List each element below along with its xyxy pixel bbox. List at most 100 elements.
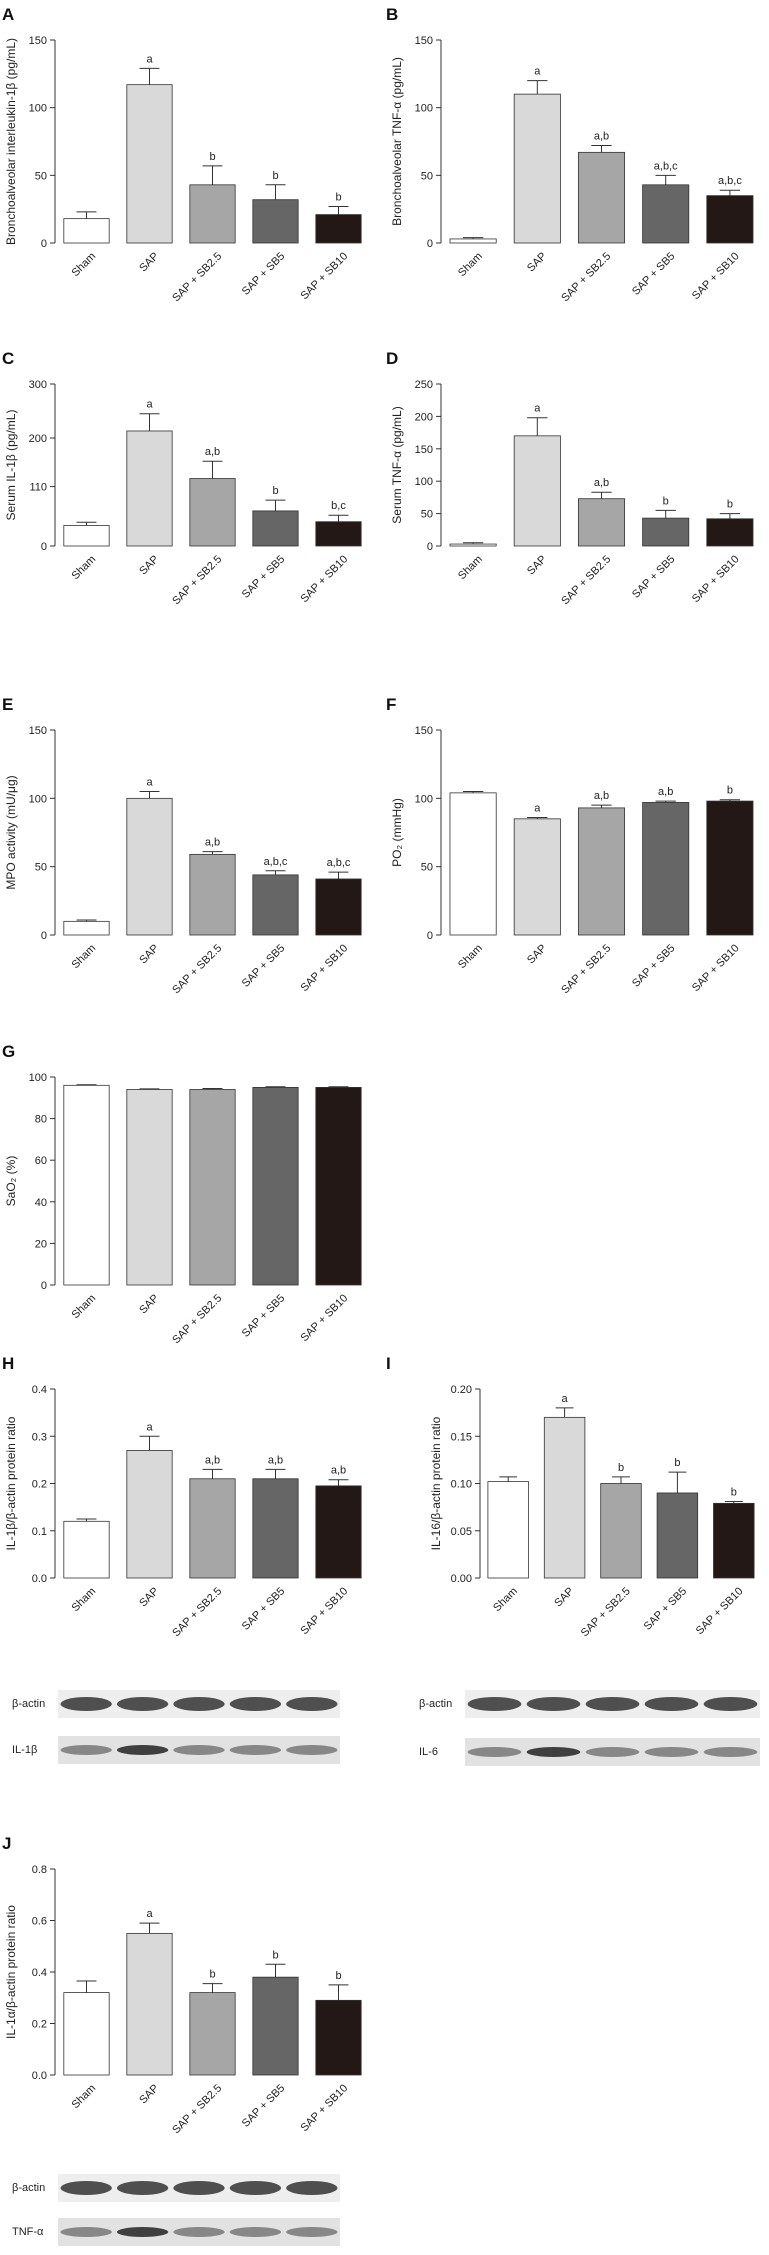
- blot-label: β-actin: [12, 1698, 45, 1710]
- blot-band: [644, 1747, 699, 1757]
- y-tick-label: 100: [415, 476, 433, 488]
- significance-label: b: [727, 785, 733, 797]
- significance-label: a: [534, 802, 541, 814]
- y-tick-label: 0: [41, 238, 47, 250]
- panel-letter: E: [2, 695, 13, 714]
- significance-label: a,b: [331, 1465, 346, 1477]
- blot-label: β-actin: [419, 1698, 452, 1710]
- x-tick-label: Sham: [491, 1585, 520, 1614]
- significance-label: a: [562, 1393, 569, 1405]
- y-tick-label: 0.6: [32, 1916, 47, 1928]
- y-tick-label: 200: [415, 411, 433, 423]
- y-tick-label: 0.05: [451, 1526, 472, 1538]
- bar: [315, 521, 362, 547]
- x-tick-label: SAP: [137, 2082, 161, 2106]
- y-tick-label: 0.15: [451, 1431, 472, 1443]
- blot-band: [229, 2181, 282, 2195]
- y-tick-label: 0.8: [32, 1864, 47, 1876]
- x-tick-label: SAP + SB10: [694, 1585, 746, 1637]
- significance-label: a,b: [268, 1454, 283, 1466]
- panel-letter: H: [2, 1354, 14, 1373]
- y-tick-label: 0.20: [451, 1384, 472, 1396]
- x-tick-label: SAP + SB10: [298, 942, 350, 994]
- significance-label: b: [335, 191, 341, 203]
- blot-band: [585, 1697, 640, 1711]
- blot-band: [286, 2227, 338, 2237]
- x-tick-label: Sham: [456, 250, 485, 279]
- x-tick-label: SAP + SB5: [630, 553, 677, 600]
- panel-chart: H IL-1β/β-actin protein ratio 0.0 0.1 0.2 0.3…: [2, 1354, 362, 1764]
- x-tick-label: SAP + SB2.5: [559, 942, 613, 996]
- blot-band: [229, 1697, 282, 1711]
- bar: [126, 84, 173, 244]
- bar: [713, 1502, 755, 1579]
- panel-chart: B Bronchoalveolar TNF-α (pg/mL) 0 50 100 150 S…: [386, 5, 754, 304]
- y-tick-label: 0.4: [32, 1384, 47, 1396]
- significance-label: a: [146, 777, 153, 789]
- y-tick-label: 60: [35, 1155, 47, 1167]
- panel-chart: D Serum TNF-α (pg/mL) 0 50 100 150 200 250 Sham a…: [386, 349, 754, 607]
- significance-label: b: [272, 170, 278, 182]
- bar: [63, 1084, 110, 1286]
- blot-band: [60, 1697, 112, 1711]
- x-tick-label: SAP + SB10: [690, 250, 742, 302]
- panel-chart: F PO₂ (mmHg) 0 50 100 150 Sham a SAP a,b SAP + SB2…: [386, 695, 754, 996]
- bar: [126, 1450, 173, 1579]
- y-tick-label: 110: [29, 482, 47, 494]
- blot-band: [703, 1697, 758, 1711]
- bar: [513, 818, 561, 936]
- x-tick-label: SAP + SB2.5: [170, 250, 224, 304]
- y-tick-label: 100: [415, 793, 433, 805]
- significance-label: b: [727, 499, 733, 511]
- significance-label: b: [272, 1949, 278, 1961]
- panel-letter: G: [2, 1042, 15, 1061]
- blot-band: [173, 2227, 225, 2237]
- y-tick-label: 50: [35, 862, 47, 874]
- significance-label: a,b: [594, 131, 609, 143]
- y-tick-label: 0.2: [32, 2019, 47, 2031]
- blot-band: [173, 1745, 225, 1755]
- x-tick-label: SAP + SB2.5: [559, 553, 613, 607]
- bar: [252, 510, 299, 547]
- bar: [577, 151, 626, 244]
- blot-band: [585, 1747, 640, 1757]
- bar: [189, 184, 236, 244]
- x-tick-label: SAP + SB10: [298, 250, 350, 302]
- x-tick-label: SAP + SB10: [298, 553, 350, 605]
- x-tick-label: Sham: [456, 942, 485, 971]
- significance-label: a,b,c: [264, 856, 288, 868]
- y-tick-label: 0.0: [32, 2070, 47, 2082]
- x-tick-label: SAP + SB5: [642, 1585, 689, 1632]
- y-axis-label: MPO activity (mU/μg): [4, 775, 18, 889]
- significance-label: a: [534, 66, 541, 78]
- bar: [577, 498, 626, 547]
- significance-label: a: [146, 1908, 153, 1920]
- blot-band: [173, 2181, 225, 2195]
- x-tick-label: SAP + SB2.5: [559, 250, 613, 304]
- significance-label: b: [335, 1970, 341, 1982]
- x-tick-label: SAP + SB10: [690, 942, 742, 994]
- significance-label: a,b: [594, 477, 609, 489]
- y-tick-label: 0: [41, 1280, 47, 1292]
- y-axis-label: Bronchoalveolar TNF-α (pg/mL): [390, 57, 404, 226]
- y-tick-label: 0: [41, 541, 47, 553]
- y-tick-label: 50: [421, 170, 433, 182]
- y-axis-label: Serum IL-1β (pg/mL): [4, 410, 18, 521]
- x-tick-label: SAP + SB2.5: [170, 1292, 224, 1346]
- bar: [315, 214, 362, 244]
- bar: [315, 1999, 362, 2076]
- x-tick-label: SAP + SB10: [298, 1292, 350, 1344]
- bar: [315, 1087, 362, 1286]
- blot-band: [173, 1697, 225, 1711]
- y-tick-label: 0.00: [451, 1573, 472, 1585]
- x-tick-label: Sham: [69, 553, 98, 582]
- y-tick-label: 0: [427, 930, 433, 942]
- x-tick-label: SAP + SB5: [240, 942, 287, 989]
- bar: [706, 518, 754, 547]
- blot-label: TNF-α: [12, 2226, 44, 2238]
- x-tick-label: Sham: [69, 250, 98, 279]
- x-tick-label: SAP: [137, 553, 161, 577]
- bar: [63, 525, 110, 547]
- bar: [189, 853, 236, 936]
